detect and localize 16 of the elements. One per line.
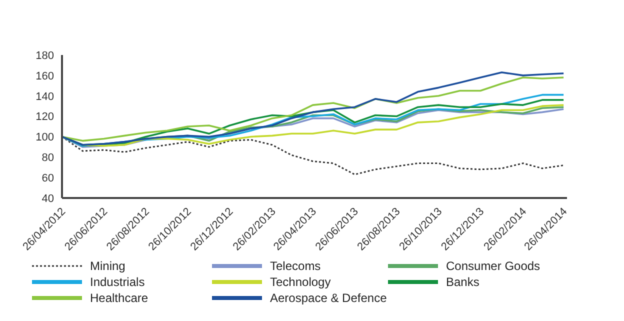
legend-label: Mining <box>90 258 126 272</box>
legend-label: Consumer Goods <box>446 258 540 272</box>
y-tick-label: 160 <box>36 70 54 82</box>
y-tick-label: 100 <box>36 132 54 144</box>
y-tick-label: 60 <box>42 172 54 184</box>
legend-label: Telecoms <box>270 258 321 272</box>
y-tick-label: 140 <box>36 90 54 103</box>
legend-label: Technology <box>270 274 331 288</box>
y-tick-label: 120 <box>36 111 54 124</box>
legend-label: Healthcare <box>90 290 148 304</box>
legend-label: Industrials <box>90 274 145 288</box>
legend-label: Aerospace & Defence <box>270 290 387 304</box>
y-tick-label: 80 <box>42 152 54 164</box>
legend-label: Banks <box>446 274 480 288</box>
y-tick-label: 180 <box>36 50 54 62</box>
y-tick-label: 40 <box>42 192 54 205</box>
